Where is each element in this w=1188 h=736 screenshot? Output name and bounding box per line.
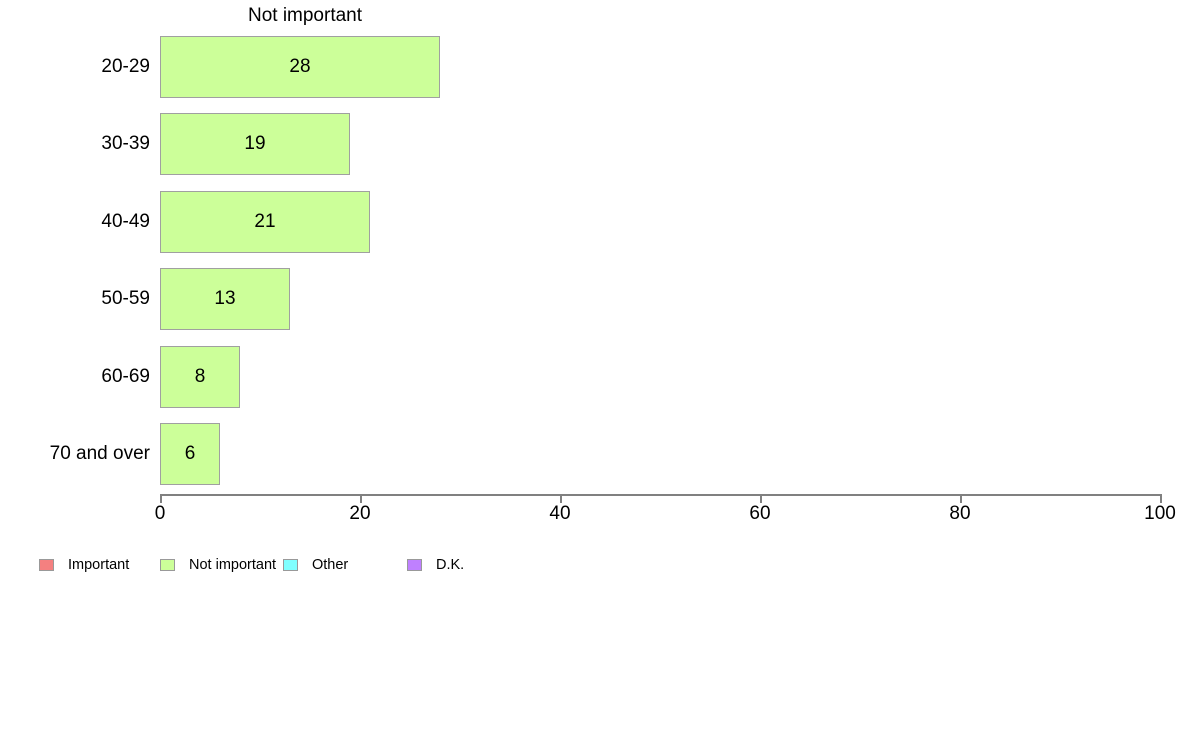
bar-value-label: 6 (184, 443, 196, 464)
x-axis-tick-label: 40 (549, 503, 571, 524)
legend-swatch (283, 559, 298, 571)
bar-value-label: 21 (254, 210, 276, 232)
x-axis-tick (360, 494, 362, 503)
x-axis-line (160, 494, 1161, 496)
legend-item: Not important (160, 543, 276, 587)
legend-item: D.K. (407, 543, 464, 587)
x-axis-tick-label: 20 (349, 503, 371, 524)
legend-swatch (160, 559, 175, 571)
x-axis-tick (960, 494, 962, 503)
legend-label: Not important (189, 556, 277, 573)
legend-label: D.K. (436, 556, 465, 573)
legend-label: Other (312, 556, 349, 573)
bar: 19 (160, 113, 350, 176)
category-label: 30-39 (101, 133, 150, 155)
x-axis-tick-label: 100 (1144, 503, 1176, 524)
bar: 13 (160, 268, 290, 331)
legend-swatch (407, 559, 422, 571)
category-label: 60-69 (101, 365, 150, 387)
bar: 21 (160, 190, 370, 253)
legend-swatch (39, 559, 54, 571)
x-axis-tick-label: 60 (749, 503, 771, 524)
bar: 8 (160, 345, 240, 408)
bar-value-label: 8 (194, 365, 206, 387)
category-label: 40-49 (101, 210, 150, 232)
bar-value-label: 13 (214, 288, 236, 310)
x-axis-tick (760, 494, 762, 503)
category-label: 20-29 (101, 56, 150, 77)
x-axis-tick-label: 0 (154, 503, 166, 524)
x-axis-tick (160, 494, 162, 503)
chart-title: Not important (247, 5, 363, 26)
bar: 6 (160, 423, 220, 485)
category-label: 70 and over (49, 443, 150, 464)
x-axis-tick (560, 494, 562, 503)
legend-item: Other (283, 543, 348, 587)
bar: 28 (160, 36, 440, 98)
x-axis-tick-label: 80 (949, 503, 971, 524)
legend-label: Important (68, 556, 130, 573)
category-label: 50-59 (101, 288, 150, 310)
legend-item: Important (39, 543, 129, 587)
x-axis-tick (1160, 494, 1162, 503)
bar-value-label: 19 (244, 133, 266, 155)
bar-value-label: 28 (289, 56, 311, 77)
